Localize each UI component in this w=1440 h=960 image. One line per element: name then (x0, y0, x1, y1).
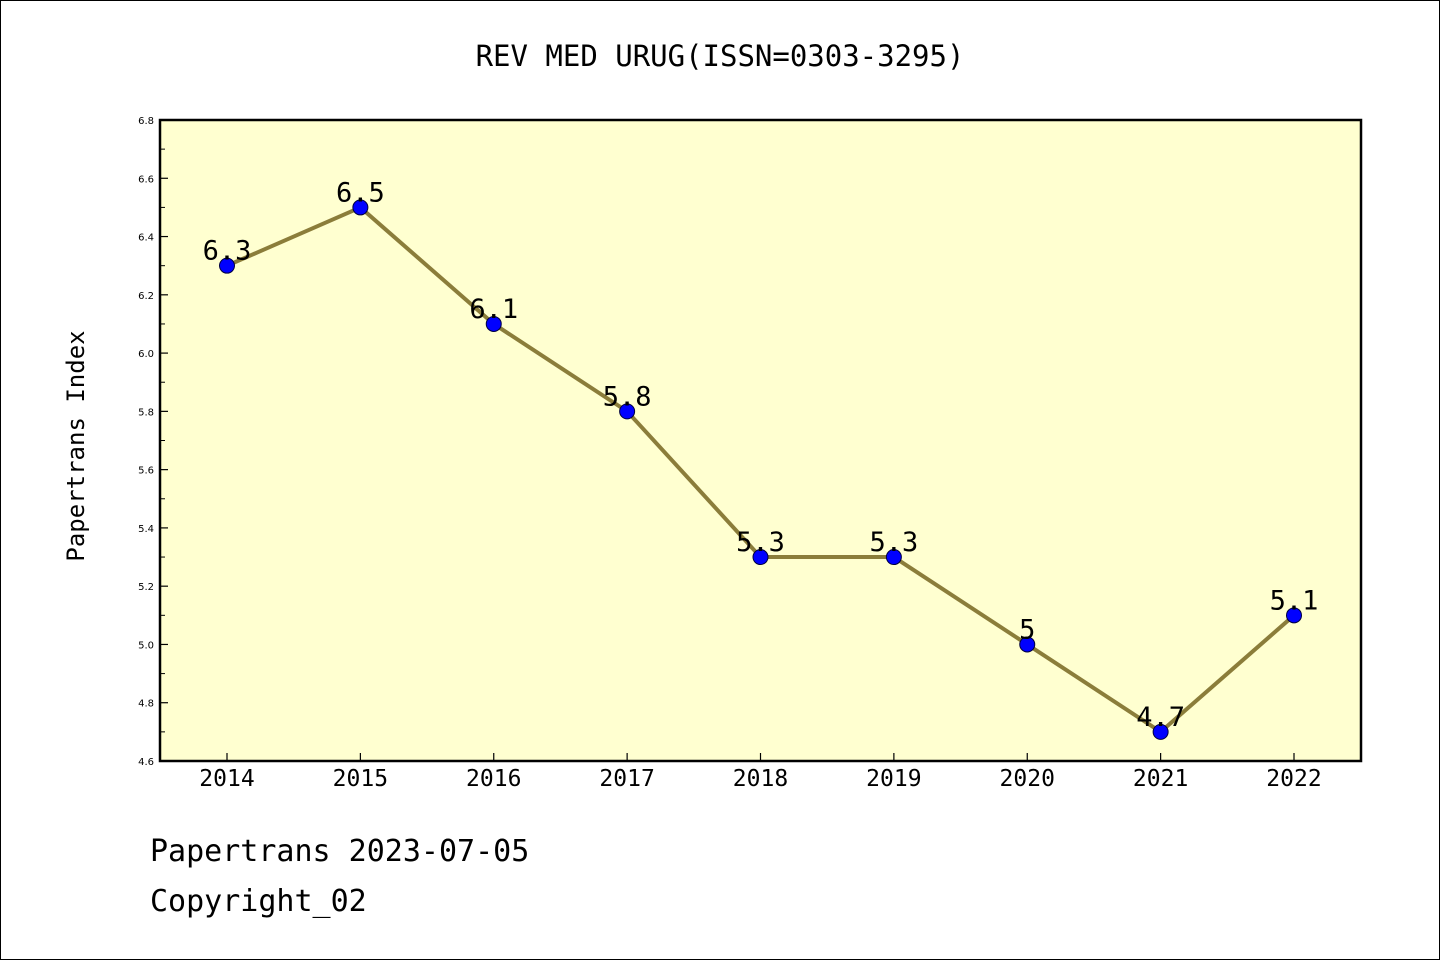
data-point (1286, 607, 1302, 624)
data-point (352, 199, 369, 216)
y-tick-label: 4.6 (138, 757, 154, 768)
footer-date-line: Papertrans 2023-07-05 (150, 834, 530, 869)
data-point (485, 315, 502, 332)
data-point (752, 549, 769, 566)
data-label: 4.7 (1136, 702, 1185, 733)
y-tick-label: 6.6 (138, 174, 154, 185)
data-point (219, 257, 235, 274)
y-tick-label: 5.6 (138, 466, 154, 477)
data-label: 5 (1019, 614, 1035, 645)
data-label: 5.3 (869, 527, 918, 558)
chart-title: REV MED URUG(ISSN=0303-3295) (476, 39, 965, 73)
x-tick-label: 2018 (733, 766, 788, 792)
x-tick-label: 2015 (333, 766, 388, 792)
data-markers (219, 199, 1302, 740)
y-tick-label: 6.4 (138, 233, 154, 244)
y-tick-label: 5.0 (138, 640, 154, 651)
data-label: 5.3 (736, 527, 785, 558)
x-tick-label: 2021 (1133, 766, 1188, 792)
data-point (1019, 636, 1036, 653)
x-tick-label: 2016 (466, 766, 521, 792)
y-tick-label: 6.0 (138, 349, 154, 360)
y-tick-label: 6.8 (138, 116, 154, 127)
y-tick-label: 5.8 (138, 407, 154, 418)
data-point (619, 403, 636, 420)
footer-copyright-line: Copyright_02 (150, 884, 367, 919)
data-labels: 6.3 6.5 6.1 5.8 5.3 5.3 5 4.7 5.1 (203, 177, 1319, 732)
data-label: 5.1 (1270, 585, 1319, 616)
x-tick-label: 2014 (199, 766, 254, 792)
x-tick-label: 2020 (1000, 766, 1055, 792)
data-point (885, 549, 902, 566)
data-point (1152, 723, 1169, 740)
x-tick-label: 2022 (1266, 766, 1321, 792)
data-label: 6.5 (336, 177, 385, 208)
x-axis-ticks: 2014 2015 2016 2017 2018 2019 2020 2021 2022 (199, 753, 1322, 792)
y-tick-label: 5.4 (138, 524, 154, 535)
y-axis-label: Papertrans Index (62, 330, 90, 561)
x-tick-label: 2019 (866, 766, 921, 792)
data-label: 6.3 (203, 236, 252, 267)
data-label: 5.8 (603, 381, 652, 412)
y-tick-label: 5.2 (138, 582, 154, 593)
y-axis-ticks: 4.6 4.8 5.0 5.2 5.4 5.6 5.8 6.0 6.2 6.4 6.6 6.8 (138, 116, 168, 768)
x-tick-label: 2017 (599, 766, 654, 792)
y-tick-label: 4.8 (138, 699, 154, 710)
plot-area (158, 118, 1363, 763)
data-label: 6.1 (469, 294, 518, 325)
y-tick-label: 6.2 (138, 291, 154, 302)
